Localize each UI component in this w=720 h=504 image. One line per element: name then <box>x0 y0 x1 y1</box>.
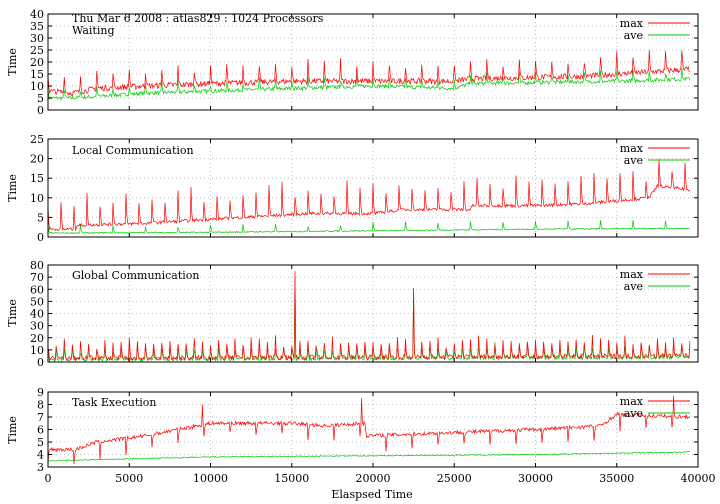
task-execution-max-series-line <box>48 395 691 465</box>
figure-header: Thu Mar 6 2008 : atlas829 : 1024 Process… <box>72 12 324 25</box>
x-tick-label: 30000 <box>518 472 553 485</box>
local-communication-panel: Local Communication Time 0 5 10 15 20 25 maxav… <box>6 133 699 244</box>
task-execution-y-tick-label: 6 <box>37 424 44 437</box>
local-communication-y-tick-label: 5 <box>37 211 44 224</box>
global-communication-y-tick-label: 60 <box>30 283 44 296</box>
global-communication-y-tick-label: 40 <box>30 308 44 321</box>
task-execution-y-tick-label: 4 <box>37 449 44 462</box>
local-communication-max-series-line <box>48 158 691 232</box>
global-communication-panel-title: Global Communication <box>72 269 200 282</box>
local-communication-y-axis-label: Time <box>6 174 19 202</box>
task-execution-legend-max-label: max <box>620 395 644 408</box>
waiting-legend-max-label: max <box>620 17 644 30</box>
local-communication-y-tick-label: 0 <box>37 231 44 244</box>
x-tick-label: 35000 <box>599 472 634 485</box>
global-communication-y-axis-label: Time <box>6 299 19 327</box>
waiting-y-tick-label: 0 <box>37 104 44 117</box>
x-tick-label: 25000 <box>437 472 472 485</box>
task-execution-panel-title: Task Execution <box>72 396 156 409</box>
global-communication-legend-ave-label: ave <box>624 280 643 293</box>
waiting-y-tick-label: 5 <box>37 92 44 105</box>
local-communication-legend-max-label: max <box>620 142 644 155</box>
task-execution-y-tick-label: 8 <box>37 399 44 412</box>
local-communication-y-tick-label: 20 <box>30 153 44 166</box>
x-tick-label: 15000 <box>274 472 309 485</box>
local-communication-y-tick-label: 25 <box>30 133 44 146</box>
waiting-max-series-line <box>48 49 690 97</box>
x-tick-label: 20000 <box>356 472 391 485</box>
waiting-y-tick-label: 15 <box>30 68 44 81</box>
local-communication-y-tick-label: 15 <box>30 172 44 185</box>
global-communication-y-tick-label: 70 <box>30 271 44 284</box>
x-tick-label: 40000 <box>681 472 716 485</box>
waiting-y-tick-label: 35 <box>30 20 44 33</box>
local-communication-ave-series-line <box>48 220 690 234</box>
waiting-y-tick-label: 10 <box>30 80 44 93</box>
task-execution-y-tick-label: 5 <box>37 436 44 449</box>
global-communication-ave-series-line <box>48 277 691 362</box>
global-communication-legend-max-label: max <box>620 268 644 281</box>
task-execution-y-tick-label: 3 <box>37 461 44 474</box>
global-communication-y-tick-label: 20 <box>30 332 44 345</box>
local-communication-y-tick-label: 10 <box>30 192 44 205</box>
global-communication-max-series-line <box>48 271 691 362</box>
task-execution-y-tick-label: 7 <box>37 411 44 424</box>
waiting-panel-title: Waiting <box>72 24 115 37</box>
waiting-legend-ave-label: ave <box>624 29 643 42</box>
global-communication-panel: Global Communication Time 01020304050607… <box>6 259 699 369</box>
x-axis-label: Elaspsed Time <box>331 488 412 501</box>
task-execution-y-axis-label: Time <box>6 416 19 444</box>
waiting-y-tick-label: 25 <box>30 44 44 57</box>
global-communication-y-tick-label: 30 <box>30 320 44 333</box>
task-execution-legend-ave-label: ave <box>624 407 643 420</box>
waiting-y-tick-label: 40 <box>30 8 44 21</box>
global-communication-y-tick-label: 0 <box>37 356 44 369</box>
global-communication-y-tick-label: 50 <box>30 295 44 308</box>
waiting-y-tick-label: 20 <box>30 56 44 69</box>
x-tick-label: 0 <box>45 472 52 485</box>
x-tick-label: 10000 <box>193 472 228 485</box>
waiting-y-axis-label: Time <box>6 48 19 76</box>
local-communication-legend-ave-label: ave <box>624 154 643 167</box>
waiting-y-tick-label: 30 <box>30 32 44 45</box>
global-communication-y-tick-label: 10 <box>30 344 44 357</box>
task-execution-ave-series-line <box>48 451 690 462</box>
local-communication-panel-title: Local Communication <box>72 144 194 157</box>
waiting-ave-series-line <box>48 67 691 101</box>
task-execution-y-tick-label: 9 <box>37 386 44 399</box>
global-communication-y-tick-label: 80 <box>30 259 44 272</box>
x-tick-label: 5000 <box>115 472 143 485</box>
